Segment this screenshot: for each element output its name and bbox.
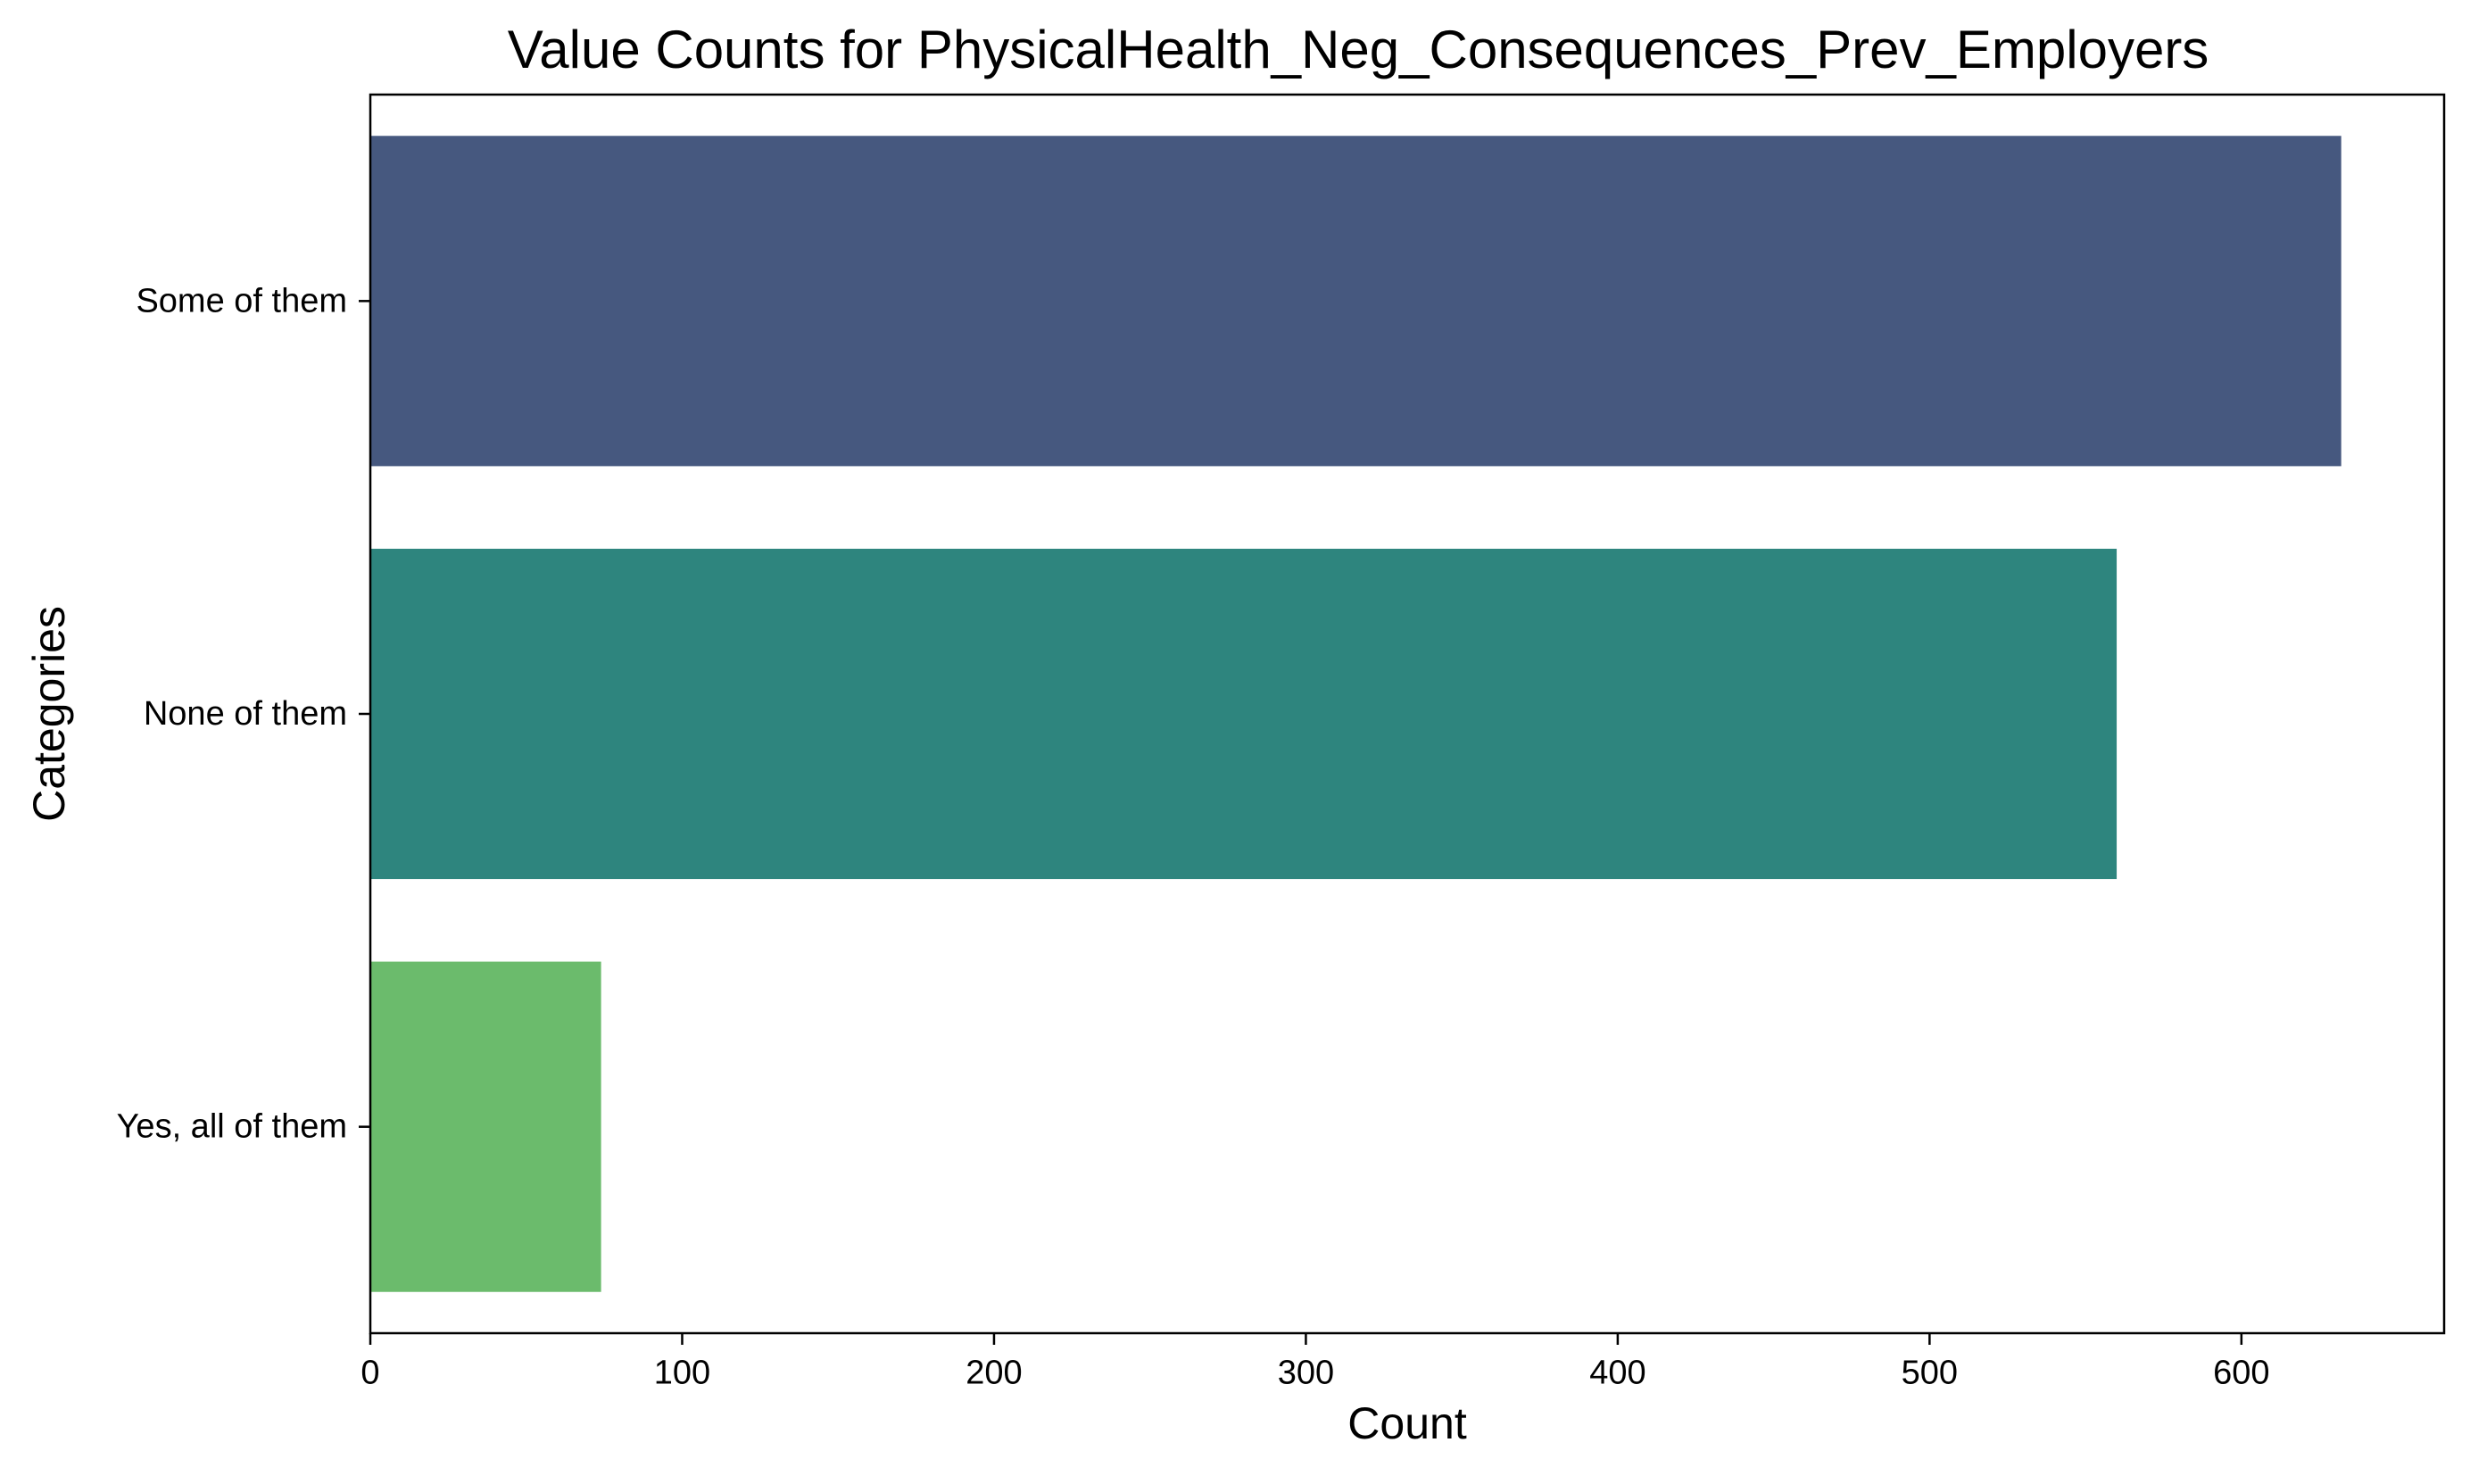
x-tick-label: 0 xyxy=(361,1354,379,1391)
chart-title: Value Counts for PhysicalHealth_Neg_Cons… xyxy=(508,20,2209,79)
y-tick-label: Some of them xyxy=(136,282,347,319)
x-tick-label: 200 xyxy=(966,1354,1022,1391)
plot-frame xyxy=(369,93,2446,1335)
x-axis-label: Count xyxy=(1347,1398,1467,1448)
x-tick-label: 600 xyxy=(2213,1354,2269,1391)
y-axis-label: Categories xyxy=(24,606,74,822)
y-axis-ticks: Some of them None of them Yes, all of them xyxy=(117,282,370,1146)
x-tick-label: 100 xyxy=(654,1354,710,1391)
x-tick-label: 400 xyxy=(1589,1354,1645,1391)
y-tick-label: None of them xyxy=(144,695,347,733)
bar-some-of-them xyxy=(370,136,2342,467)
y-tick-label: Yes, all of them xyxy=(117,1108,347,1146)
x-axis-ticks: 0 100 200 300 400 500 600 xyxy=(361,1333,2270,1391)
bar-none-of-them xyxy=(370,548,2118,880)
bar-yes-all-of-them xyxy=(370,961,601,1292)
x-tick-label: 500 xyxy=(1902,1354,1958,1391)
bars-layer xyxy=(370,136,2342,1292)
x-tick-label: 300 xyxy=(1278,1354,1334,1391)
